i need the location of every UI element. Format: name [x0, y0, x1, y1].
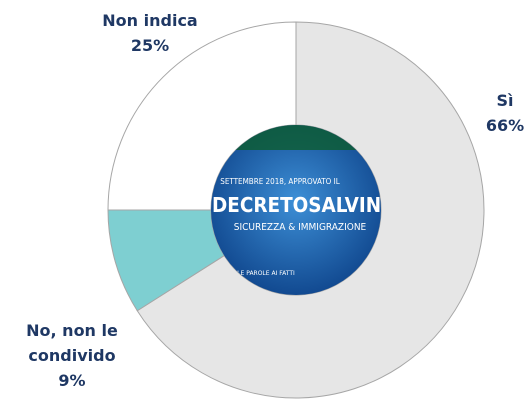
category-label: Non indica [102, 11, 198, 30]
slice-label: Sì 66% [475, 88, 532, 138]
image-text: SICUREZZA & IMMIGRAZIONE [234, 222, 367, 233]
image-text: SETTEMBRE 2018, APPROVATO IL [220, 177, 339, 186]
category-label: No, non le condivido [26, 321, 118, 365]
value-label: 9% [58, 371, 86, 390]
value-label: 25% [130, 36, 170, 55]
slice-label: No, non le condivido 9% [12, 318, 132, 393]
category-label: Sì [496, 91, 514, 110]
slice-label: Non indica 25% [70, 8, 230, 58]
image-text: DECRETOSALVINI [212, 193, 388, 217]
value-label: 66% [485, 116, 525, 135]
image-text: DALLE PAROLE AI FATTI [225, 270, 295, 277]
